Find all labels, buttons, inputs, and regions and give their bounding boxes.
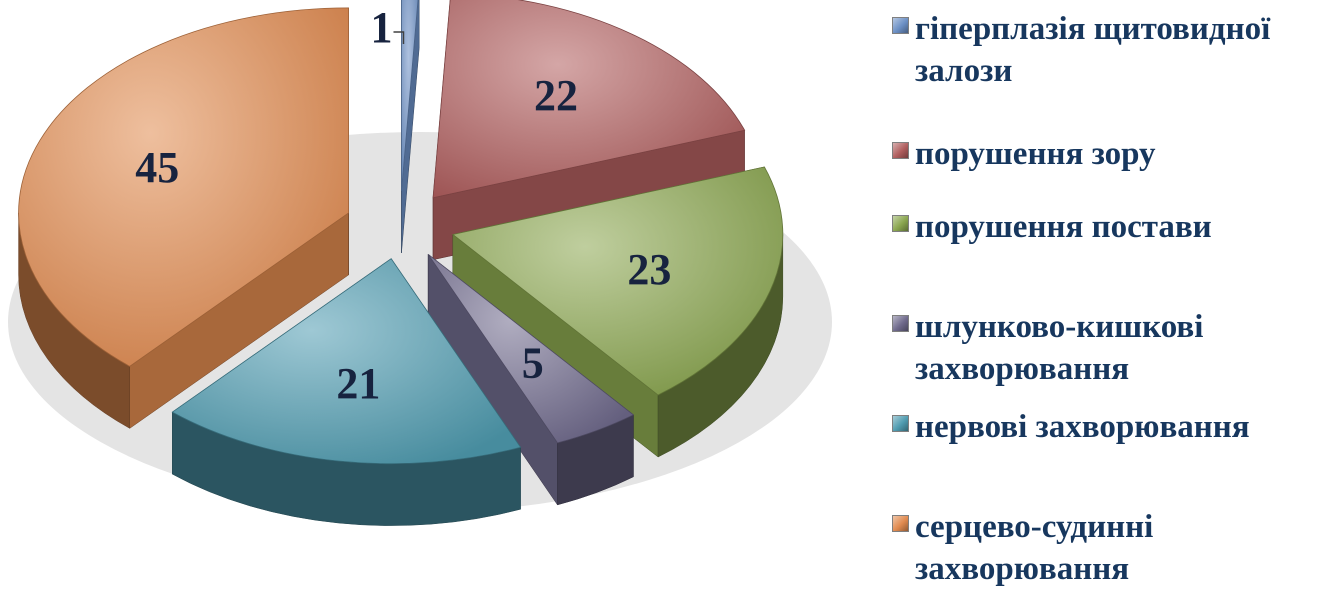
legend-label: серцево-судинні захворювання	[915, 509, 1154, 587]
pie-chart-svg: 1 22 23 5 21 45	[8, 0, 832, 526]
pie-slice	[451, 166, 784, 396]
label-leader-line	[393, 31, 405, 44]
legend-label: порушення зору	[915, 136, 1156, 172]
legend-item: шлунково-кишкові захворювання	[892, 306, 1332, 390]
legend-label: гіперплазія щитовидної залози	[915, 11, 1271, 89]
data-label: 23	[627, 245, 671, 294]
legend-swatch	[892, 415, 909, 432]
legend-swatch	[892, 17, 909, 34]
legend-swatch	[892, 142, 909, 159]
legend-label: нервові захворювання	[915, 409, 1250, 445]
pie-slice	[401, 0, 419, 191]
legend-item: нервові захворювання	[892, 406, 1332, 448]
legend: гіперплазія щитовидної залози порушення …	[892, 8, 1332, 587]
data-label: 1	[370, 3, 392, 52]
legend-swatch	[892, 515, 909, 532]
data-label: 5	[522, 339, 544, 388]
legend-item: порушення зору	[892, 133, 1332, 175]
legend-swatch	[892, 215, 909, 232]
legend-item: серцево-судинні захворювання	[892, 506, 1332, 590]
legend-item: гіперплазія щитовидної залози	[892, 8, 1332, 92]
pie-slice	[427, 253, 635, 444]
legend-item: порушення постави	[892, 206, 1332, 248]
pie-slice	[171, 258, 522, 465]
legend-label: шлунково-кишкові захворювання	[915, 309, 1204, 387]
pie-chart: 1 22 23 5 21 45	[8, 0, 832, 526]
data-label: 22	[534, 71, 578, 120]
data-label: 45	[135, 143, 179, 192]
legend-swatch	[892, 315, 909, 332]
data-label: 21	[336, 359, 380, 408]
pie-slice	[432, 0, 746, 199]
legend-label: порушення постави	[915, 209, 1212, 245]
pie-slice	[18, 7, 349, 367]
